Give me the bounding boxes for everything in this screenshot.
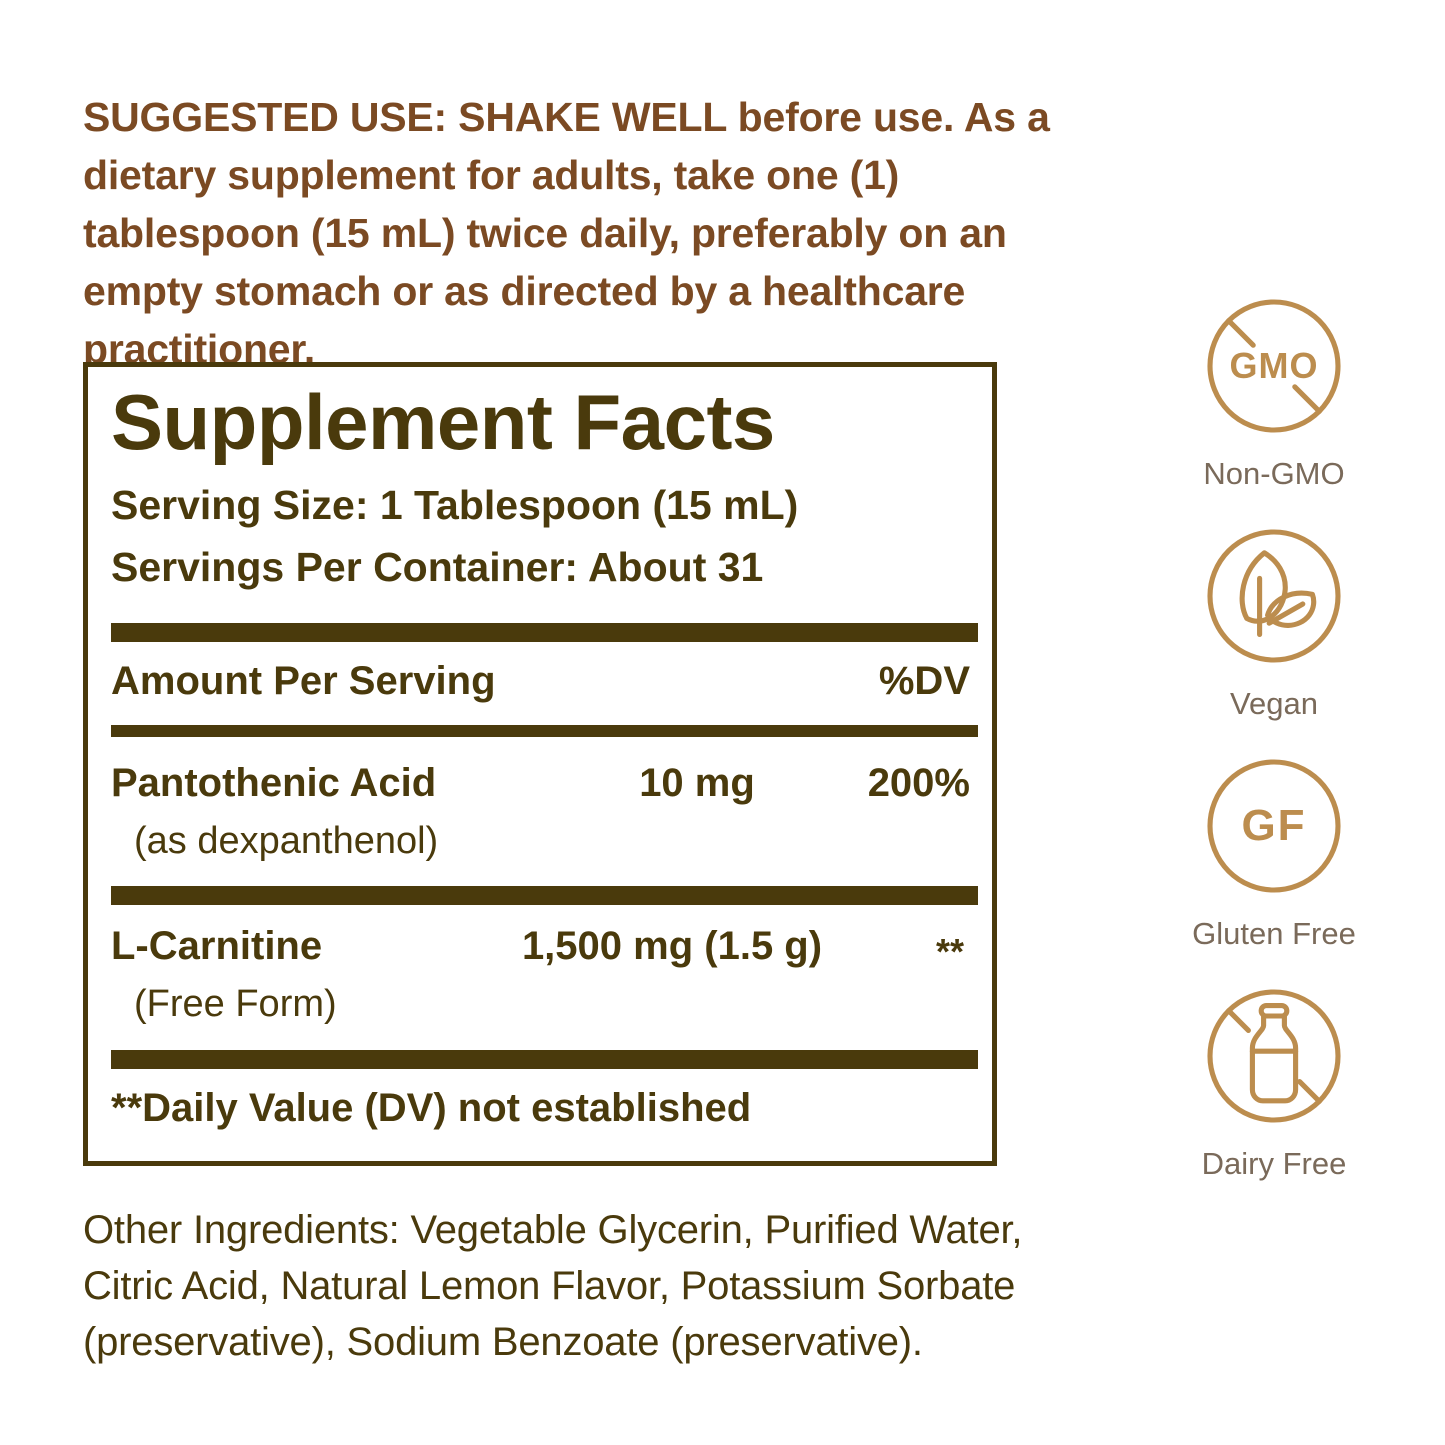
leaf-vegan-icon xyxy=(1194,516,1354,676)
supplement-facts-panel: Supplement Facts Serving Size: 1 Tablesp… xyxy=(83,362,997,1166)
badge-dairy-free: Dairy Free xyxy=(1163,976,1385,1206)
serving-size-text: Serving Size: 1 Tablespoon (15 mL) xyxy=(111,482,799,528)
servings-per-container-text: Servings Per Container: About 31 xyxy=(111,544,764,590)
badge-inner-text-gmo: GMO xyxy=(1229,345,1319,386)
nutrient-source-pantothenic-acid: (as dexpanthenol) xyxy=(134,820,439,862)
supplement-facts-title: Supplement Facts xyxy=(111,378,775,466)
no-dairy-icon xyxy=(1194,976,1354,1136)
badge-label-vegan: Vegan xyxy=(1230,686,1318,721)
nutrient-amount-l-carnitine: 1,500 mg (1.5 g) xyxy=(521,924,823,968)
badge-vegan: Vegan xyxy=(1163,516,1385,746)
certification-badges: GMO Non-GMO Vegan GF Gluten Fr xyxy=(1163,286,1385,1206)
amount-per-serving-header: Amount Per Serving xyxy=(111,659,496,703)
separator-bar-thick-middle xyxy=(111,886,978,905)
separator-bar-thin xyxy=(111,725,978,737)
badge-label-gluten-free: Gluten Free xyxy=(1192,916,1356,951)
suggested-use-paragraph: SUGGESTED USE: SHAKE WELL before use. As… xyxy=(83,94,1050,372)
badge-inner-text-gf: GF xyxy=(1241,801,1307,850)
badge-label-dairy-free: Dairy Free xyxy=(1201,1146,1347,1181)
nutrient-dv-l-carnitine: ** xyxy=(935,931,964,972)
daily-value-footnote: **Daily Value (DV) not established xyxy=(111,1086,752,1130)
badge-label-non-gmo: Non-GMO xyxy=(1203,456,1345,491)
separator-bar-thick-top xyxy=(111,623,978,642)
no-gmo-icon: GMO xyxy=(1194,286,1354,446)
badge-gluten-free: GF Gluten Free xyxy=(1163,746,1385,976)
nutrient-name-l-carnitine: L-Carnitine xyxy=(111,924,323,968)
nutrient-name-pantothenic-acid: Pantothenic Acid xyxy=(111,761,437,805)
nutrient-source-l-carnitine: (Free Form) xyxy=(134,983,337,1025)
nutrient-dv-pantothenic-acid: 200% xyxy=(867,761,970,805)
gluten-free-icon: GF xyxy=(1194,746,1354,906)
supplement-facts-inner: Supplement Facts Serving Size: 1 Tablesp… xyxy=(102,367,978,1161)
badge-non-gmo: GMO Non-GMO xyxy=(1163,286,1385,516)
separator-bar-thick-bottom xyxy=(111,1050,978,1069)
percent-dv-header: %DV xyxy=(878,659,970,703)
other-ingredients-paragraph: Other Ingredients: Vegetable Glycerin, P… xyxy=(83,1208,1023,1364)
nutrient-amount-pantothenic-acid: 10 mg xyxy=(639,761,755,805)
